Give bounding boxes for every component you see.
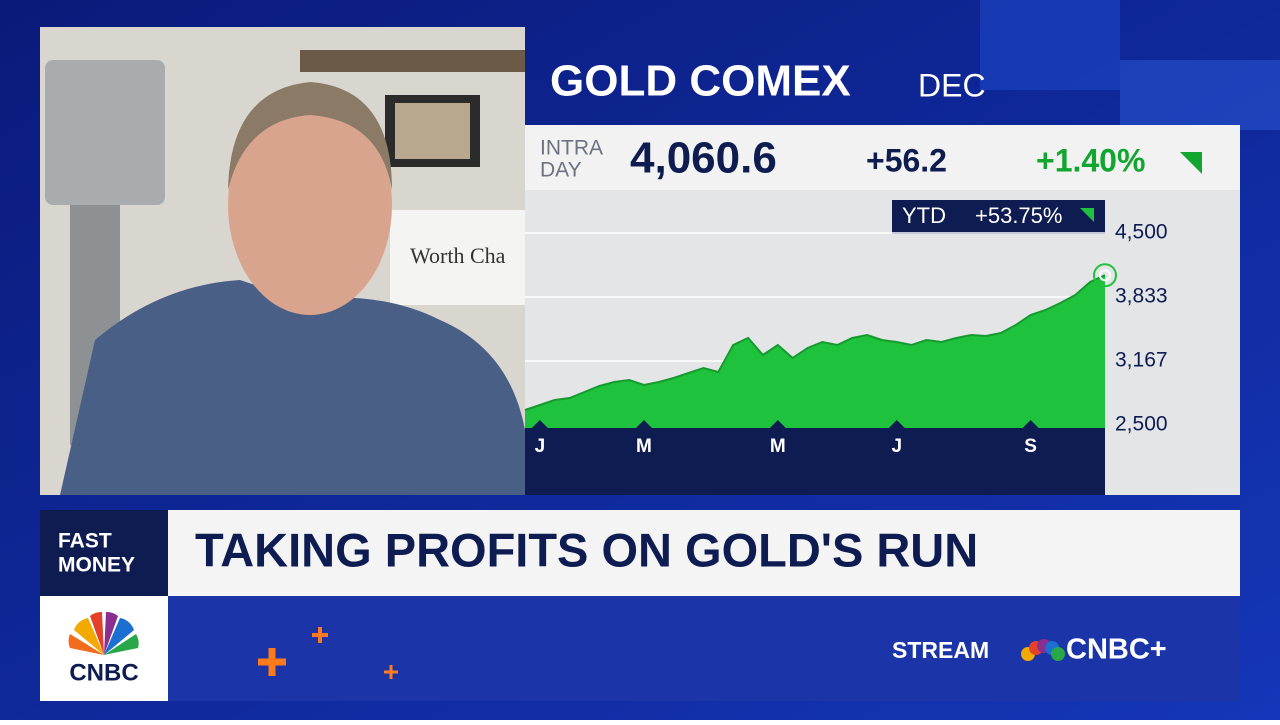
person-hair xyxy=(228,82,392,190)
quote-day: DAY xyxy=(540,159,582,182)
ytd-badge xyxy=(892,200,1105,234)
person-face xyxy=(228,95,392,315)
ytd-label: YTD xyxy=(902,203,946,228)
x-tick-label: M xyxy=(636,436,652,457)
x-axis-band xyxy=(525,428,1105,495)
quote-change: +56.2 xyxy=(866,142,947,178)
person-shirt xyxy=(60,280,525,495)
x-tick xyxy=(888,420,905,428)
quote-row xyxy=(525,125,1240,190)
x-tick xyxy=(769,420,786,428)
plus-icon xyxy=(258,648,286,676)
quote-intra: INTRA xyxy=(540,137,603,160)
chart-subtitle: DEC xyxy=(918,67,986,103)
show-name: FAST xyxy=(58,530,112,553)
lamp xyxy=(45,60,165,205)
show-name: MONEY xyxy=(58,554,135,577)
bg-tile xyxy=(1120,60,1280,130)
plus-icon xyxy=(384,665,398,679)
banner xyxy=(40,510,1240,596)
y-tick-label: 2,500 xyxy=(1115,413,1168,436)
video: Worth Cha xyxy=(40,27,525,495)
quote-price: 4,060.6 xyxy=(630,134,777,183)
x-tick-label: M xyxy=(770,436,786,457)
network-plus: CNBC+ xyxy=(1066,634,1167,666)
ytd-arrow xyxy=(1080,208,1094,222)
last-point xyxy=(1099,269,1111,282)
bg-tile xyxy=(980,0,1120,90)
shelf xyxy=(300,50,525,72)
up-arrow xyxy=(1180,152,1202,174)
ytd-value: +53.75% xyxy=(975,203,1062,228)
line xyxy=(524,274,1106,411)
peacock-small xyxy=(1021,639,1065,661)
show-box xyxy=(40,510,168,596)
headline: TAKING PROFITS ON GOLD'S RUN xyxy=(195,523,978,576)
y-tick-label: 3,833 xyxy=(1115,285,1168,308)
x-tick-label: J xyxy=(535,436,546,457)
x-tick-label: S xyxy=(1024,436,1037,457)
last-point-ring xyxy=(1093,263,1117,288)
x-tick xyxy=(635,420,652,428)
x-tick xyxy=(531,420,548,428)
chart-title: GOLD COMEX xyxy=(550,57,851,106)
x-tick-label: J xyxy=(892,436,903,457)
x-tick xyxy=(1022,420,1039,428)
plus-icon xyxy=(312,627,328,643)
y-tick-label: 3,167 xyxy=(1115,349,1168,372)
plot: 2,500 3,167 3,833 4,500 J M M J S xyxy=(524,221,1168,457)
logo-box xyxy=(40,596,168,701)
photo xyxy=(395,103,470,159)
sign xyxy=(390,210,525,305)
logo-text: CNBC xyxy=(69,659,138,686)
stream-label: STREAM xyxy=(892,637,989,663)
peacock xyxy=(68,611,139,655)
quote-percent: +1.40% xyxy=(1036,142,1145,178)
sign-text: Worth Cha xyxy=(410,243,506,268)
y-tick-label: 4,500 xyxy=(1115,221,1168,244)
area xyxy=(525,275,1105,428)
